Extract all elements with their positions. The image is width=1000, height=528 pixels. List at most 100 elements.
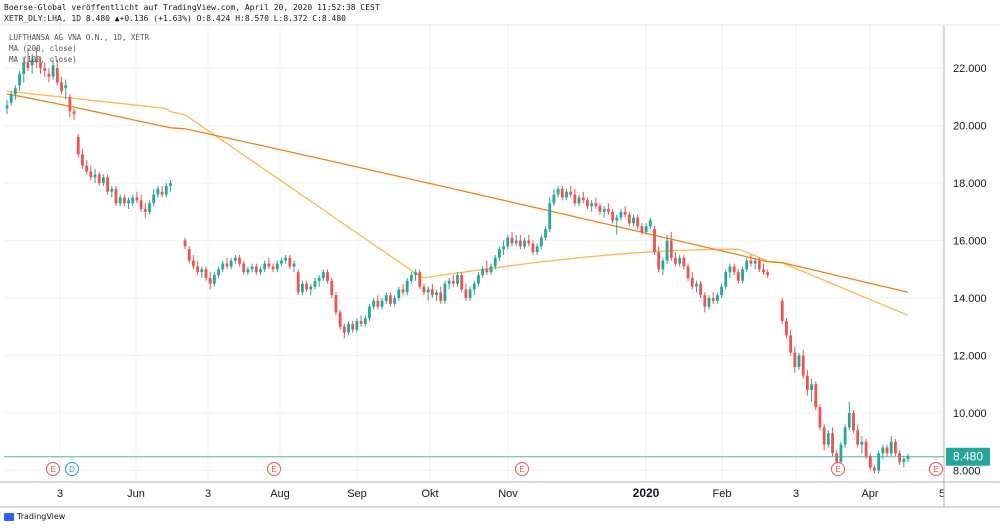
- candle-body: [405, 280, 409, 293]
- event-marker-label: D: [69, 465, 75, 474]
- candle-body: [460, 275, 464, 290]
- candle-body: [527, 240, 531, 244]
- candle-body: [55, 68, 59, 83]
- candle-body: [384, 295, 388, 301]
- candle-body: [640, 226, 644, 232]
- candle-body: [225, 263, 229, 267]
- candle-body: [267, 263, 271, 267]
- candle-body: [254, 266, 258, 273]
- x-tick-label: 3: [205, 488, 211, 500]
- candle-body: [606, 208, 610, 212]
- candle-body: [426, 289, 430, 293]
- candle-body: [810, 384, 813, 391]
- candle-body: [456, 275, 459, 284]
- candle-body: [785, 321, 788, 336]
- candle-body: [89, 171, 93, 178]
- candle-body: [187, 249, 191, 261]
- candle-body: [26, 62, 30, 69]
- x-tick-label: Feb: [713, 488, 732, 500]
- candle-body: [481, 269, 485, 276]
- candle-body: [414, 272, 417, 276]
- earnings-marker[interactable]: [929, 462, 943, 476]
- candle-body: [439, 292, 443, 301]
- candle-body: [9, 93, 13, 103]
- candle-body: [577, 197, 581, 204]
- candle-body: [789, 335, 793, 353]
- candle-body: [34, 59, 38, 63]
- candle-body: [246, 269, 250, 273]
- candle-body: [296, 272, 300, 293]
- candle-body: [632, 217, 635, 224]
- candle-body: [13, 88, 17, 94]
- earnings-marker[interactable]: [46, 462, 60, 476]
- candle-body: [728, 266, 732, 273]
- legend-symbol: LUFTHANSA AG VNA O.N., 1D, XETR: [9, 33, 149, 42]
- candle-body: [852, 413, 855, 431]
- candle-body: [720, 286, 723, 296]
- candle-body: [106, 177, 109, 192]
- candle-body: [560, 188, 564, 198]
- candle-body: [72, 111, 76, 115]
- candle-body: [623, 211, 627, 215]
- candle-body: [822, 427, 826, 445]
- candle-body: [259, 269, 262, 273]
- candle-body: [242, 263, 246, 273]
- candle-body: [127, 200, 130, 204]
- candle-body: [81, 154, 84, 166]
- candle-body: [118, 197, 122, 204]
- earnings-marker[interactable]: [831, 462, 845, 476]
- candle-body: [678, 257, 682, 264]
- candle-body: [644, 226, 648, 232]
- candle-body: [401, 289, 405, 293]
- candle-body: [143, 208, 147, 212]
- candle-body: [780, 300, 784, 322]
- earnings-marker[interactable]: [267, 462, 281, 476]
- tradingview-brand[interactable]: TradingView: [4, 512, 65, 521]
- candle-body: [292, 263, 296, 267]
- candle-body: [831, 433, 834, 454]
- legend-ma200: MA (200, close): [9, 44, 77, 53]
- candle-body: [548, 203, 552, 230]
- candle-body: [393, 298, 397, 304]
- candle-body: [682, 257, 686, 267]
- earnings-marker[interactable]: [515, 462, 529, 476]
- candle-body: [317, 277, 321, 281]
- candle-body: [305, 283, 309, 290]
- y-tick-label: 14.000: [953, 293, 987, 305]
- candle-body: [531, 243, 535, 253]
- candle-body: [347, 323, 350, 333]
- y-tick-label: 10.000: [953, 408, 987, 420]
- candle-body: [18, 73, 21, 86]
- candle-body: [707, 298, 711, 307]
- candle-body: [806, 375, 809, 391]
- candle-body: [636, 217, 640, 227]
- event-marker-label: E: [50, 465, 55, 474]
- candle-body: [506, 237, 510, 247]
- y-tick-label: 16.000: [953, 236, 987, 248]
- candle-body: [76, 137, 80, 155]
- candle-body: [263, 263, 267, 270]
- candle-body: [330, 280, 334, 296]
- candle-body: [164, 185, 168, 195]
- candle-body: [156, 188, 160, 195]
- candle-body: [368, 306, 371, 319]
- candle-body: [514, 240, 518, 244]
- y-tick-label: 20.000: [953, 121, 987, 133]
- candle-body: [703, 295, 707, 307]
- candle-body: [749, 260, 753, 264]
- candle-body: [221, 263, 225, 270]
- header-publisher-line: Boerse-Global veröffentlicht auf Trading…: [4, 3, 380, 12]
- last-price-badge: [946, 447, 990, 466]
- candle-body: [443, 283, 447, 301]
- candle-body: [757, 260, 761, 270]
- candle-body: [430, 289, 434, 296]
- candle-body: [864, 441, 868, 457]
- dividend-marker[interactable]: [65, 462, 79, 476]
- plot-area: [4, 25, 944, 482]
- tradingview-logo-icon: [4, 512, 14, 521]
- candle-body: [447, 280, 451, 284]
- event-marker-label: E: [835, 465, 840, 474]
- candle-body: [801, 355, 805, 376]
- candle-body: [135, 197, 139, 201]
